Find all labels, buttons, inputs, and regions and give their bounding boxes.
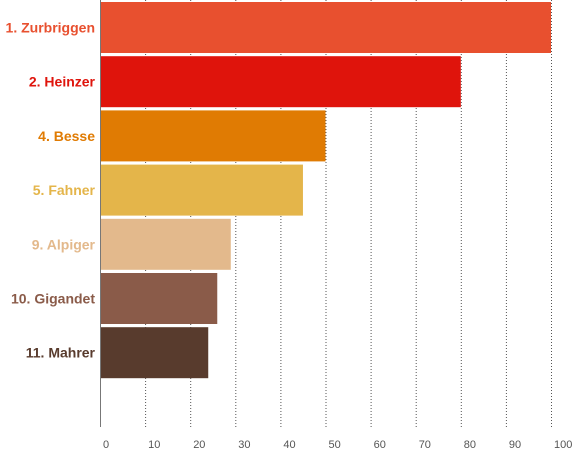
category-label: 1. Zurbriggen (6, 20, 95, 36)
x-tick-label: 50 (329, 439, 341, 451)
x-tick-label: 100 (554, 439, 572, 451)
bar-2 (100, 56, 461, 108)
category-label: 5. Fahner (33, 182, 96, 198)
bar-5 (100, 218, 231, 270)
category-label: 9. Alpiger (32, 236, 96, 252)
x-tick-label: 30 (238, 439, 250, 451)
x-tick-label: 60 (374, 439, 386, 451)
x-tick-label: 90 (509, 439, 521, 451)
category-label: 2. Heinzer (29, 74, 96, 90)
bar-3 (100, 110, 326, 162)
category-label: 11. Mahrer (26, 345, 96, 361)
x-tick-label: 70 (419, 439, 431, 451)
bar-4 (100, 164, 303, 216)
bar-6 (100, 273, 218, 324)
x-tick-label: 40 (283, 439, 295, 451)
bar-1 (100, 2, 551, 53)
x-tick-label: 10 (148, 439, 160, 451)
bar-7 (100, 327, 209, 379)
category-label: 4. Besse (38, 128, 95, 144)
x-tick-label: 20 (193, 439, 205, 451)
category-label: 10. Gigandet (11, 291, 95, 307)
x-tick-label: 0 (103, 439, 109, 451)
x-tick-label: 80 (464, 439, 476, 451)
